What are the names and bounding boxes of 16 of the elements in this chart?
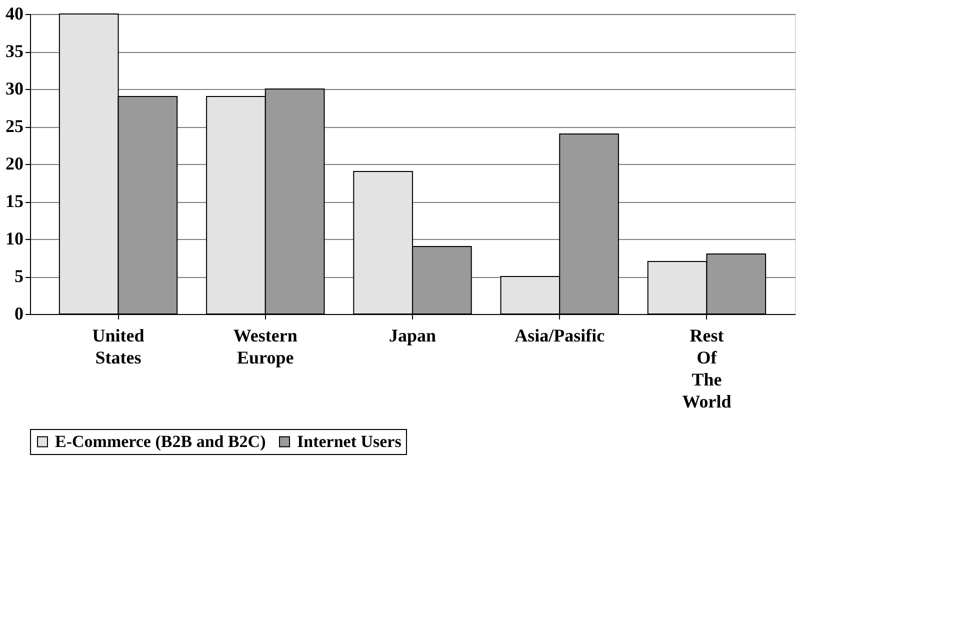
x-tick-label: Japan [388,326,436,346]
y-tick-label: 25 [6,116,24,136]
y-tick-label: 5 [14,266,24,286]
x-tick-label: United States [92,326,144,368]
x-tick-label: Rest Of The World [682,326,732,412]
x-tick-label: Asia/Pasific [514,326,605,346]
y-tick-label: 35 [6,41,24,61]
y-tick-label: 10 [6,228,24,248]
legend-label: E-Commerce (B2B and B2C) [55,432,266,451]
y-tick-label: 40 [6,4,24,24]
x-tick-label: Western Europe [233,326,298,368]
y-tick-label: 20 [6,154,24,174]
y-tick-label: 15 [6,191,24,211]
y-tick-label: 0 [14,304,24,324]
legend-label: Internet Users [297,432,402,451]
y-tick-label: 30 [6,78,24,98]
